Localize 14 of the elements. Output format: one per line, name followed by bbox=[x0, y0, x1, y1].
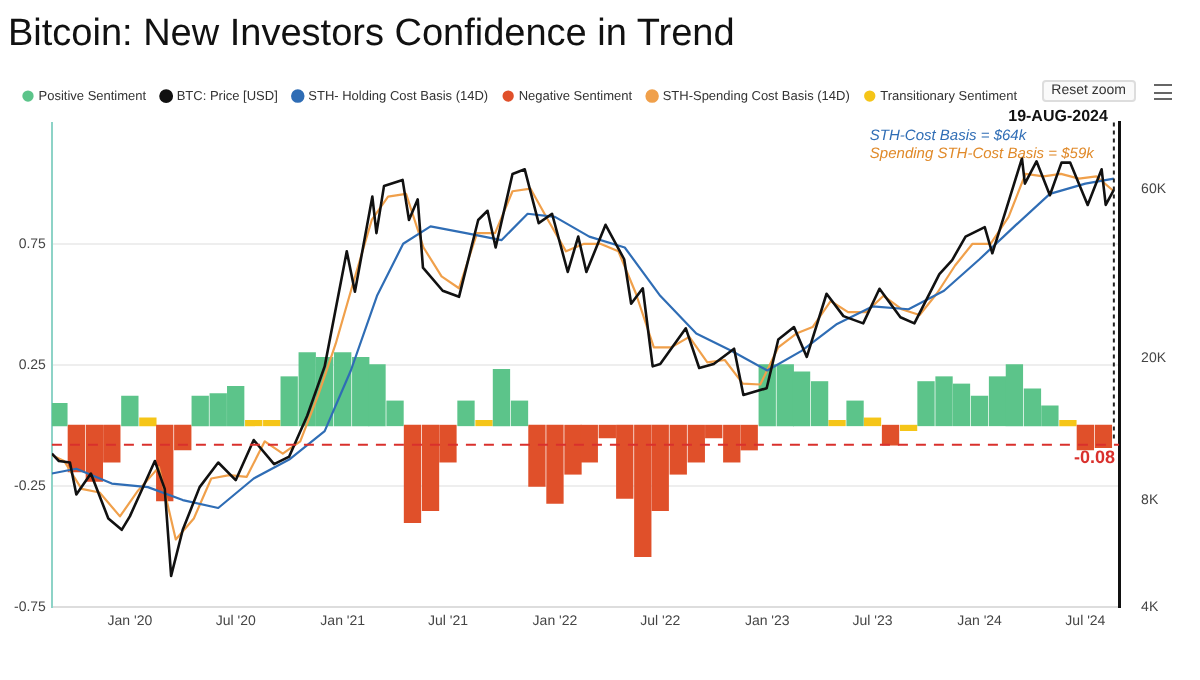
bar bbox=[881, 424, 900, 446]
bar bbox=[475, 419, 493, 427]
bar bbox=[121, 395, 139, 427]
bar bbox=[1059, 419, 1077, 427]
ref-line-label: 19-AUG-2024 bbox=[1008, 107, 1109, 126]
chart-title: Bitcoin: New Investors Confidence in Trend bbox=[8, 13, 735, 56]
bar bbox=[828, 419, 846, 427]
bar bbox=[899, 424, 918, 431]
bar bbox=[51, 403, 68, 427]
bar bbox=[457, 400, 475, 427]
bar bbox=[139, 417, 157, 427]
ref-line-label: -0.08 bbox=[1074, 446, 1116, 467]
bar bbox=[863, 417, 882, 427]
bar bbox=[846, 400, 864, 427]
